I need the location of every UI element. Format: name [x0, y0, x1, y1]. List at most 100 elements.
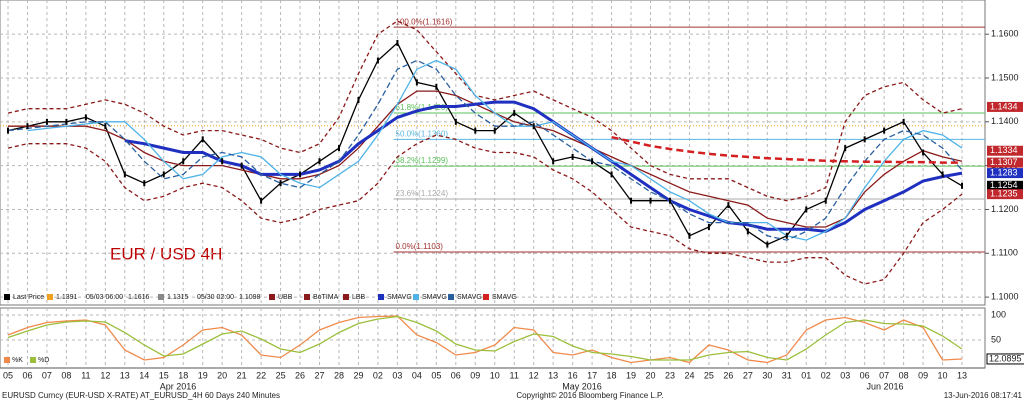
- x-tick-label: 10: [490, 370, 500, 380]
- x-tick-label: 07: [42, 370, 52, 380]
- legend-entry: SMAVG: [457, 294, 482, 301]
- price-bar: [84, 114, 87, 121]
- x-tick-label: 09: [470, 370, 480, 380]
- price-bar: [240, 162, 243, 169]
- fib-label: 0.0%(1.1103): [396, 242, 444, 251]
- legend-entry: %D: [38, 357, 49, 364]
- price-bar: [7, 127, 9, 134]
- y-tick-label: 1.1400: [991, 116, 1019, 126]
- legend-stat: 1.1315: [167, 294, 189, 301]
- price-tag-label: 1.1235: [990, 189, 1018, 199]
- price-bar: [727, 202, 730, 209]
- legend-swatch: [4, 294, 10, 300]
- y-tick-label: 1.1500: [991, 72, 1019, 82]
- price-tag-label: 1.1254: [990, 180, 1018, 190]
- price-tag-label: 1.1434: [990, 101, 1018, 111]
- price-tag: [987, 145, 1023, 156]
- price-bar: [961, 182, 964, 189]
- price-bar: [610, 171, 613, 178]
- price-tag-label: 1.1307: [990, 157, 1018, 167]
- footer-right: 13-Jun-2016 08:17:41: [944, 391, 1023, 400]
- fib-label: 50.0%(1.1360): [396, 129, 449, 138]
- price-bar: [941, 171, 944, 178]
- legend-stat: 1.1098: [239, 294, 261, 301]
- x-tick-label: 05: [431, 370, 441, 380]
- series-line: [7, 315, 963, 361]
- x-tick-label: 06: [860, 370, 870, 380]
- x-tick-label: 24: [684, 370, 694, 380]
- price-bar: [143, 180, 146, 187]
- price-tag: [987, 189, 1023, 200]
- price-bar: [435, 83, 438, 90]
- x-tick-label: 25: [704, 370, 714, 380]
- y-tick-label: 100: [991, 309, 1006, 319]
- y-tick-label: 1.1600: [991, 29, 1019, 39]
- series-line: [8, 90, 963, 228]
- x-tick-label: 08: [61, 370, 71, 380]
- x-tick-label: 21: [237, 370, 247, 380]
- x-tick-label: 12: [100, 370, 110, 380]
- legend-swatch: [483, 294, 489, 300]
- x-tick-label: 13: [548, 370, 558, 380]
- footer-left: EURUSD Curncy (EUR-USD X-RATE) AT_EURUSD…: [2, 391, 280, 400]
- stoch-tag-label: 12.0895: [989, 353, 1022, 363]
- x-tick-label: 13: [957, 370, 967, 380]
- legend-swatch: [30, 357, 36, 363]
- price-bar: [513, 110, 516, 117]
- price-bar: [688, 232, 691, 239]
- x-tick-label: 14: [139, 370, 149, 380]
- price-bar: [376, 57, 379, 64]
- x-tick-label: 10: [938, 370, 948, 380]
- legend-entry: %K: [12, 357, 23, 364]
- x-tick-label: 29: [353, 370, 363, 380]
- price-bar: [532, 123, 535, 130]
- price-tag-label: 1.1283: [990, 167, 1018, 177]
- x-tick-label: 06: [22, 370, 32, 380]
- price-bar: [221, 158, 224, 165]
- price-bar: [571, 153, 574, 160]
- price-bar: [123, 171, 126, 178]
- price-tag: [987, 157, 1023, 168]
- fib-label: 100.0%(1.1616): [396, 17, 453, 26]
- legend-swatch: [413, 294, 419, 300]
- legend-stat-label: 05/30 02:00: [197, 294, 234, 301]
- x-tick-label: 28: [334, 370, 344, 380]
- series-line: [611, 135, 962, 164]
- price-bar: [746, 228, 749, 235]
- price-tag-label: 1.1334: [990, 145, 1018, 155]
- price-bar: [922, 149, 925, 156]
- x-tick-label: 31: [782, 370, 792, 380]
- legend-entry: Last Price: [13, 294, 44, 301]
- price-bar: [883, 127, 886, 134]
- price-bar: [591, 158, 594, 165]
- y-tick-label: 1.1000: [991, 291, 1019, 301]
- price-bar: [668, 197, 671, 204]
- legend-swatch: [47, 294, 53, 300]
- month-label: Jun 2016: [866, 381, 903, 391]
- legend-entry: SMAVG: [422, 294, 447, 301]
- x-tick-label: 06: [451, 370, 461, 380]
- price-bar: [26, 123, 29, 130]
- price-bar: [415, 79, 418, 86]
- series-line: [7, 41, 963, 246]
- x-tick-label: 16: [568, 370, 578, 380]
- x-tick-label: 20: [646, 370, 656, 380]
- x-tick-label: 20: [217, 370, 227, 380]
- y-tick-label: 1.1200: [991, 204, 1019, 214]
- legend-stat-label: 05/03 06:00: [86, 294, 123, 301]
- x-tick-label: 17: [587, 370, 597, 380]
- legend-entry: SMAVG: [387, 294, 412, 301]
- price-bar: [785, 232, 788, 239]
- series-line: [7, 59, 963, 241]
- price-bar: [805, 206, 808, 213]
- y-tick-label: 50: [991, 334, 1001, 344]
- x-tick-label: 23: [665, 370, 675, 380]
- x-tick-label: 19: [626, 370, 636, 380]
- series-line: [124, 100, 963, 233]
- price-bar: [357, 96, 360, 103]
- x-tick-label: 19: [198, 370, 208, 380]
- series-line: [27, 59, 963, 241]
- fib-label: 38.2%(1.1299): [396, 156, 449, 165]
